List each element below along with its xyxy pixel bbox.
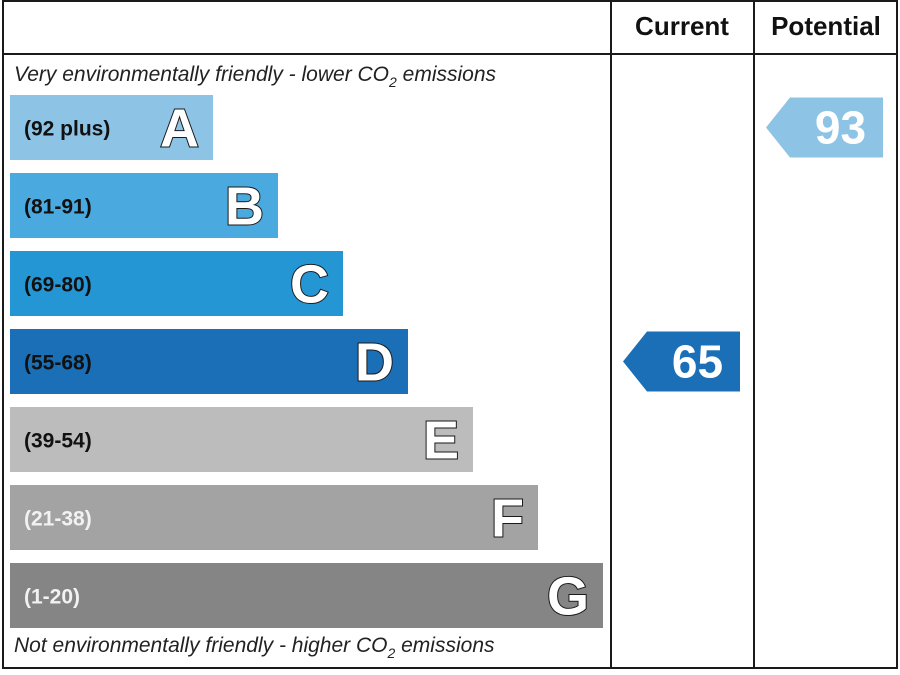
top-note-subscript: 2: [388, 74, 397, 90]
bottom-note-suffix: emissions: [395, 634, 495, 657]
potential-rating-value: 93: [815, 102, 866, 154]
potential-rating-arrow: [766, 97, 883, 158]
band-bar-g: [10, 563, 603, 628]
band-bar-b: [10, 173, 278, 238]
bottom-note-subscript: 2: [387, 645, 396, 661]
band-range-g: (1-20): [24, 586, 80, 609]
band-range-e: (39-54): [24, 430, 92, 453]
band-letter-f: F: [491, 489, 524, 549]
band-bar-c: [10, 251, 343, 316]
rating-markers: 65 93: [623, 97, 883, 392]
top-note: Very environmentally friendly - lower CO…: [14, 63, 497, 90]
band-letter-b: B: [225, 177, 264, 237]
potential-column-header: Potential: [771, 11, 881, 41]
band-range-b: (81-91): [24, 196, 92, 219]
band-letter-a: A: [160, 99, 199, 159]
bottom-note-text: Not environmentally friendly - higher CO: [14, 634, 388, 657]
band-range-f: (21-38): [24, 508, 92, 531]
band-range-c: (69-80): [24, 274, 92, 297]
band-bar-a: [10, 95, 213, 160]
current-column-header: Current: [635, 11, 729, 41]
band-range-d: (55-68): [24, 352, 92, 375]
bottom-note: Not environmentally friendly - higher CO…: [14, 634, 495, 661]
current-rating-arrow: [623, 331, 740, 392]
current-rating-value: 65: [672, 336, 723, 388]
band-bar-d: [10, 329, 408, 394]
top-note-text: Very environmentally friendly - lower CO: [14, 63, 389, 86]
band-letter-c: C: [290, 255, 329, 315]
band-letter-e: E: [423, 411, 459, 471]
band-letter-g: G: [547, 567, 589, 627]
rating-bands: (92 plus) A (81-91) B (69-80) C (55-68) D (39-54…: [10, 95, 603, 628]
band-bar-f: [10, 485, 538, 550]
band-bar-e: [10, 407, 473, 472]
top-note-suffix: emissions: [397, 63, 497, 86]
band-range-a: (92 plus): [24, 118, 110, 141]
band-letter-d: D: [355, 333, 394, 393]
